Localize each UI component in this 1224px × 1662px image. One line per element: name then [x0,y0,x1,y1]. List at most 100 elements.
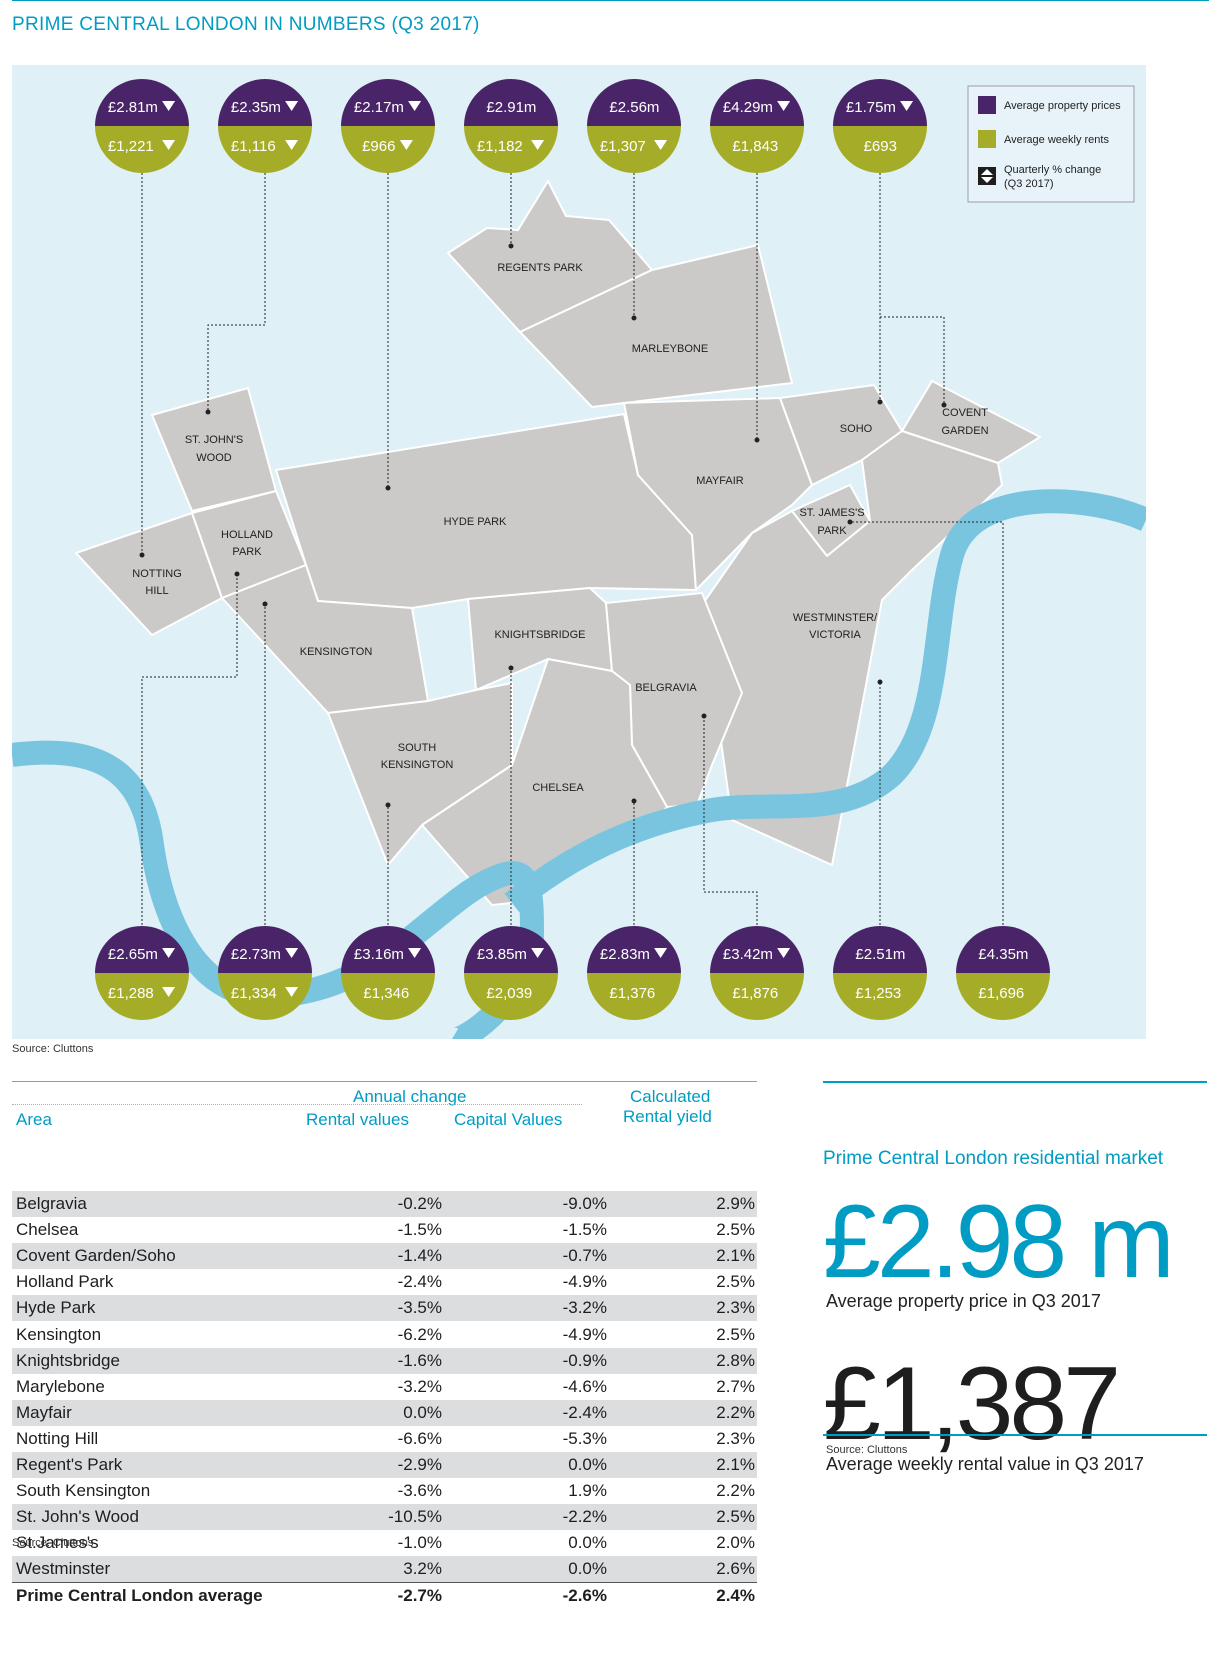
area-cell: South Kensington [16,1481,151,1501]
group-header-annual-change: Annual change [353,1087,467,1106]
area-label: GARDEN [941,425,988,437]
capital-cell: 0.0% [568,1454,607,1474]
area-cell: Marylebone [16,1376,105,1396]
rental-cell: -2.4% [397,1272,442,1292]
rental-cell: -3.2% [397,1376,442,1396]
legend-change-label: Quarterly % change [1004,164,1101,176]
price-label: £2.65m [108,946,158,963]
yield-cell: 2.3% [716,1428,755,1448]
marker-bottom-3: £3.85m £2,039 [464,926,558,1020]
rental-cell: -1.4% [397,1246,442,1266]
down-triangle-icon [285,140,299,150]
capital-cell: -4.9% [562,1324,607,1344]
district-south-kensington [327,682,513,866]
rent-label: £1,696 [978,985,1024,1002]
capital-cell: 1.9% [568,1481,607,1501]
marker-top-2: £2.17m £966 [341,79,435,173]
up-triangle-icon [981,169,993,175]
area-label: WOOD [196,452,231,464]
area-label: PARK [817,525,847,537]
area-label: ST. JOHN'S [185,434,243,446]
down-triangle-icon [285,101,299,111]
rent-label: £1,288 [108,985,154,1002]
down-triangle-icon [162,987,176,997]
area-label: CHELSEA [532,782,584,794]
area-cell: Holland Park [16,1272,114,1292]
marker-top-6: £1.75m £693 [833,79,927,173]
marker-bottom-1: £2.73m £1,334 [218,926,312,1020]
area-label: KENSINGTON [300,646,373,658]
area-cell: Covent Garden/Soho [16,1246,176,1266]
price-label: £2.73m [231,946,281,963]
rent-label: £1,221 [108,138,154,155]
col-header-rental: Rental values [306,1110,410,1129]
table-row: South Kensington -3.6% 1.9% 2.2% [12,1478,757,1504]
area-label: SOUTH [398,742,437,754]
rental-cell: -2.7% [397,1586,442,1606]
rental-cell: -10.5% [388,1507,442,1527]
area-cell: Westminster [16,1559,111,1579]
area-label: VICTORIA [809,629,861,641]
marker-bottom-5: £3.42m £1,876 [710,926,804,1020]
area-table: Belgravia -0.2% -9.0% 2.9% Chelsea -1.5% -1.5%… [12,1191,757,1610]
col-header-area: Area [16,1110,52,1129]
legend-change-sub: (Q3 2017) [1004,178,1054,190]
yield-cell: 2.8% [716,1350,755,1370]
down-triangle-icon [981,177,993,183]
price-label: £3.42m [723,946,773,963]
col-header-capital: Capital Values [454,1110,563,1129]
price-label: £2.51m [855,946,905,963]
pcl-map: Average property prices Average weekly r… [12,65,1146,1039]
table-row: Covent Garden/Soho -1.4% -0.7% 2.1% [12,1243,757,1270]
down-triangle-icon [900,101,914,111]
area-label: COVENT [942,407,988,419]
area-cell: Chelsea [16,1220,79,1240]
capital-cell: 0.0% [568,1533,607,1553]
yield-cell: 2.2% [716,1481,755,1501]
table-row: Holland Park -2.4% -4.9% 2.5% [12,1269,757,1295]
legend-rent-label: Average weekly rents [1004,134,1109,146]
marker-top-1: £2.35m £1,116 [218,79,312,173]
area-label: MARLEYBONE [632,343,708,355]
rent-label: £1,876 [732,985,778,1002]
table-row: Marylebone -3.2% -4.6% 2.7% [12,1374,757,1400]
rent-label: £1,334 [231,985,277,1002]
table-average-row: Prime Central London average -2.7% -2.6% 2.… [12,1582,757,1609]
marker-bottom-2: £3.16m £1,346 [341,926,435,1020]
avg-price-caption: Average property price in Q3 2017 [826,1291,1101,1311]
table-row: Kensington -6.2% -4.9% 2.5% [12,1321,757,1347]
area-cell: St. John's Wood [16,1507,139,1527]
down-triangle-icon [399,140,413,150]
legend-swatch-price [978,96,996,114]
capital-cell: -2.4% [562,1402,607,1422]
price-label: £3.16m [354,946,404,963]
area-cell: Kensington [16,1324,102,1344]
area-cell: Prime Central London average [16,1586,263,1606]
leader-lines [141,173,1004,925]
yield-cell: 2.2% [716,1402,755,1422]
price-label: £2.83m [600,946,650,963]
down-triangle-icon [777,101,791,111]
col-header-yield-1: Calculated [630,1087,711,1106]
area-label: HILL [145,585,168,597]
table-row: St. John's Wood -10.5% -2.2% 2.5% [12,1504,757,1531]
rent-label: £1,843 [732,138,778,155]
price-label: £3.85m [477,946,527,963]
table-row: Westminster 3.2% 0.0% 2.6% [12,1556,757,1583]
area-cell: St.James's [16,1533,99,1553]
area-label: KENSINGTON [381,759,454,771]
price-label: £2.91m [486,99,536,116]
capital-cell: -0.9% [562,1350,607,1370]
yield-cell: 2.5% [716,1272,755,1292]
price-label: £4.35m [978,946,1028,963]
capital-cell: -0.7% [562,1246,607,1266]
rental-cell: 0.0% [403,1402,442,1422]
rental-cell: -2.9% [397,1454,442,1474]
legend-swatch-rent [978,130,996,148]
panel-top-rule [823,1081,1207,1083]
down-triangle-icon [285,987,299,997]
rental-cell: -0.2% [397,1194,442,1214]
capital-cell: -1.5% [562,1220,607,1240]
table-row: Regent's Park -2.9% 0.0% 2.1% [12,1451,757,1479]
table-row: Notting Hill -6.6% -5.3% 2.3% [12,1426,757,1452]
